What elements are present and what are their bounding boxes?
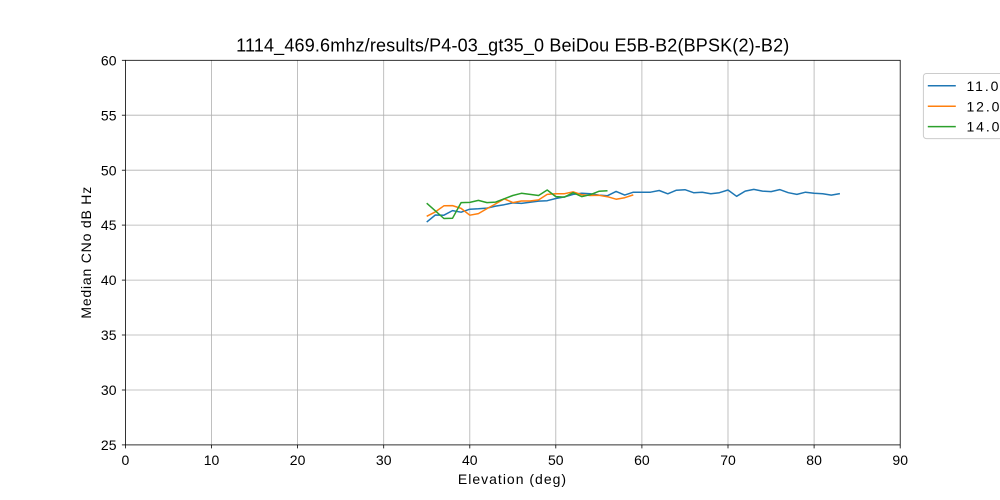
- svg-text:Elevation (deg): Elevation (deg): [458, 471, 567, 487]
- svg-text:35: 35: [101, 327, 117, 343]
- svg-text:60: 60: [634, 452, 650, 468]
- svg-text:50: 50: [101, 162, 117, 178]
- svg-text:Median CNo dB Hz: Median CNo dB Hz: [78, 186, 94, 319]
- svg-text:45: 45: [101, 217, 117, 233]
- svg-text:30: 30: [101, 382, 117, 398]
- svg-text:10: 10: [204, 452, 220, 468]
- svg-text:12.0: 12.0: [967, 98, 1000, 114]
- svg-text:20: 20: [290, 452, 306, 468]
- svg-text:80: 80: [806, 452, 822, 468]
- svg-text:50: 50: [548, 452, 564, 468]
- svg-text:90: 90: [892, 452, 908, 468]
- svg-text:0: 0: [122, 452, 130, 468]
- svg-text:55: 55: [101, 107, 117, 123]
- svg-text:70: 70: [720, 452, 736, 468]
- svg-text:1114_469.6mhz/results/P4-03_gt: 1114_469.6mhz/results/P4-03_gt35_0 BeiDo…: [236, 36, 789, 57]
- svg-text:60: 60: [101, 52, 117, 68]
- svg-text:11.0: 11.0: [967, 78, 1000, 94]
- svg-text:30: 30: [376, 452, 392, 468]
- svg-text:40: 40: [101, 272, 117, 288]
- svg-text:14.0: 14.0: [967, 119, 1000, 135]
- svg-text:40: 40: [462, 452, 478, 468]
- svg-text:25: 25: [101, 437, 117, 453]
